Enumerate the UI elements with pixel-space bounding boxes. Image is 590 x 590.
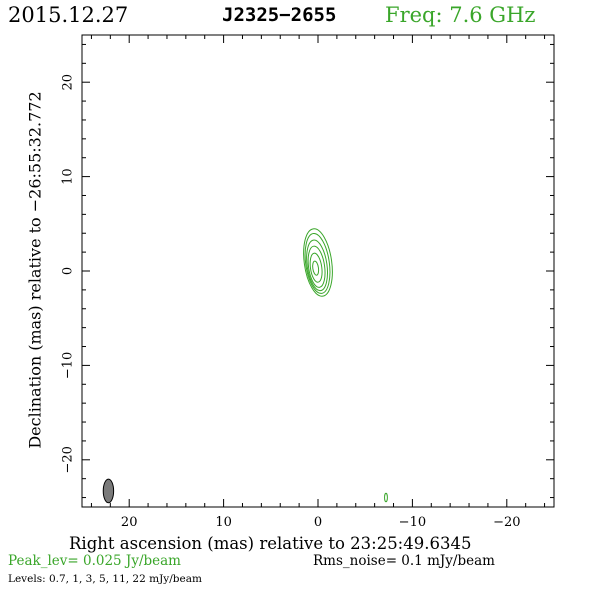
header-frequency: Freq: 7.6 GHz <box>385 3 536 27</box>
y-tick-label: −10 <box>61 352 76 379</box>
peak-level: Peak_lev= 0.025 Jy/beam <box>8 553 181 569</box>
y-tick-label: 0 <box>61 267 76 275</box>
contour-levels: Levels: 0.7, 1, 3, 5, 11, 22 mJy/beam <box>8 573 202 585</box>
x-tick-label: 20 <box>121 515 138 530</box>
y-tick-label: −20 <box>61 446 76 473</box>
x-axis-title: Right ascension (mas) relative to 23:25:… <box>69 534 472 553</box>
contour-line <box>304 232 331 294</box>
contour-line <box>309 252 323 283</box>
y-tick-label: 10 <box>61 168 76 185</box>
y-tick-label: 20 <box>61 74 76 91</box>
x-tick-label: 0 <box>314 515 322 530</box>
x-tick-label: 10 <box>215 515 232 530</box>
header-source: J2325−2655 <box>222 4 337 26</box>
contour-line <box>307 245 326 288</box>
contour-line <box>303 228 333 297</box>
contour-line <box>312 260 320 276</box>
header-date: 2015.12.27 <box>8 3 129 27</box>
contour-line-outlier <box>384 492 388 503</box>
x-tick-label: −10 <box>399 515 426 530</box>
x-tick-label: −20 <box>493 515 520 530</box>
rms-noise: Rms_noise= 0.1 mJy/beam <box>313 553 495 569</box>
beam-ellipse <box>102 478 115 504</box>
contour-line <box>306 239 328 292</box>
plot-frame <box>81 34 555 508</box>
